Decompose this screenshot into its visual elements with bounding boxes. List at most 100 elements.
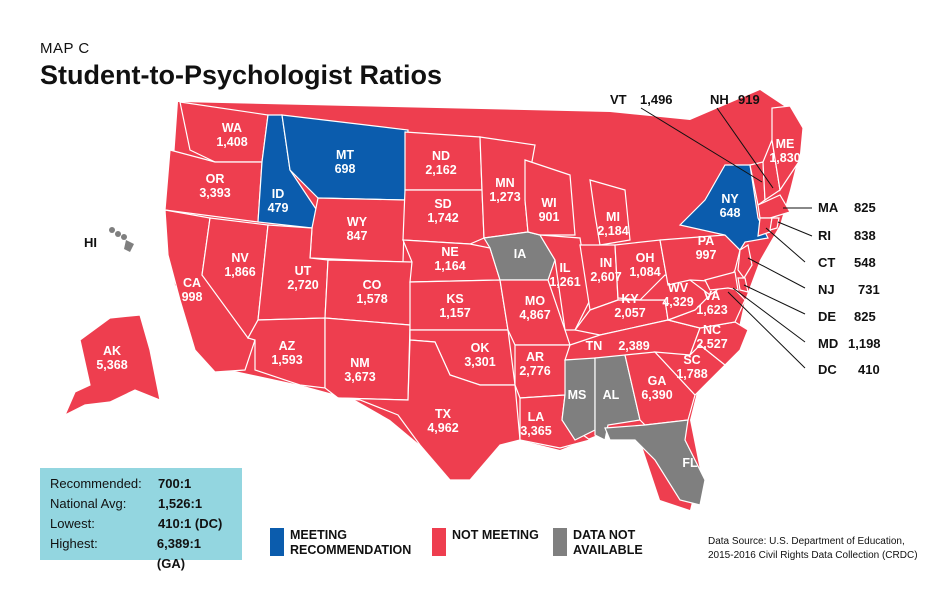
state-fl[interactable] xyxy=(604,419,706,506)
label-me: ME 1,830 xyxy=(769,137,800,165)
callout-vt-name: VT xyxy=(610,92,627,107)
label-sc: SC 1,788 xyxy=(676,353,707,381)
state-tx[interactable] xyxy=(337,339,521,481)
label-hi: HI xyxy=(84,235,97,250)
label-mn: MN 1,273 xyxy=(489,176,520,204)
stats-box: Recommended: 700:1 National Avg: 1,526:1… xyxy=(40,468,242,571)
legend-label-meeting: MEETING RECOMMENDATION xyxy=(290,528,412,557)
callout-md-value: 1,198 xyxy=(848,336,881,351)
label-la: LA 3,365 xyxy=(520,410,551,438)
callout-dc-value: 410 xyxy=(858,362,880,377)
callout-md-name: MD xyxy=(818,336,838,351)
stats-value: 1,526:1 xyxy=(158,496,203,511)
stats-label: Highest: xyxy=(50,536,98,551)
callout-lines xyxy=(640,107,813,369)
state-hi[interactable] xyxy=(109,227,134,252)
state-mi[interactable] xyxy=(589,179,631,246)
label-fl: FL xyxy=(682,456,698,470)
label-ny: NY 648 xyxy=(720,192,741,220)
label-co: CO 1,578 xyxy=(356,278,387,306)
callout-vt-value: 1,496 xyxy=(640,92,673,107)
callout-nj-name: NJ xyxy=(818,282,835,297)
legend-label-not-meeting: NOT MEETING xyxy=(452,528,539,542)
state-ri[interactable] xyxy=(769,217,780,231)
label-oh: OH 1,084 xyxy=(629,251,660,279)
map-kicker: MAP C xyxy=(40,40,90,57)
label-nd: ND 2,162 xyxy=(425,149,456,177)
label-ia: IA xyxy=(514,247,527,261)
callout-de-name: DE xyxy=(818,309,836,324)
label-ca: CA 998 xyxy=(182,276,203,304)
state-de[interactable] xyxy=(737,277,749,293)
label-nm: NM 3,673 xyxy=(344,356,375,384)
label-tn-name: TN xyxy=(586,339,603,353)
callout-nh-value: 919 xyxy=(738,92,760,107)
callout-labels: VT 1,496 NH 919 MA 825 RI 838 CT 548 NJ … xyxy=(610,92,881,377)
label-or: OR 3,393 xyxy=(199,172,230,200)
label-al: AL xyxy=(603,388,620,402)
state-ak[interactable] xyxy=(63,314,161,417)
callout-ct-value: 548 xyxy=(854,255,876,270)
legend-not-available: DATA NOT AVAILABLE xyxy=(553,528,663,558)
label-il: IL 1,261 xyxy=(549,261,580,289)
legend-not-meeting: NOT MEETING xyxy=(432,528,552,556)
label-tx: TX 4,962 xyxy=(427,407,458,435)
stats-row-lowest: Lowest: 410:1 (DC) xyxy=(50,514,232,534)
label-ak: AK 5,368 xyxy=(96,344,127,372)
label-ne: NE 1,164 xyxy=(434,245,465,273)
stats-row-recommended: Recommended: 700:1 xyxy=(50,474,232,494)
label-ut: UT 2,720 xyxy=(287,264,318,292)
label-va: VA 1,623 xyxy=(696,289,727,317)
legend-swatch-meeting xyxy=(270,528,284,556)
label-nc: NC 2,527 xyxy=(696,323,727,351)
stats-value: 700:1 xyxy=(158,476,192,491)
callout-de-value: 825 xyxy=(854,309,876,324)
label-wi: WI 901 xyxy=(539,196,560,224)
stats-label: Lowest: xyxy=(50,516,95,531)
stats-label: National Avg: xyxy=(50,496,127,511)
legend-meeting: MEETING RECOMMENDATION xyxy=(270,528,412,558)
label-pa: PA 997 xyxy=(696,234,717,262)
callout-ma-name: MA xyxy=(818,200,839,215)
label-ga: GA 6,390 xyxy=(641,374,672,402)
source-line-2: 2015-2016 Civil Rights Data Collection (… xyxy=(708,550,918,561)
state-me[interactable] xyxy=(771,105,804,192)
label-mi: MI 2,184 xyxy=(597,210,628,238)
label-wy: WY 847 xyxy=(347,215,368,243)
callout-dc-name: DC xyxy=(818,362,837,377)
label-tn-value: 2,389 xyxy=(618,339,649,353)
label-ks: KS 1,157 xyxy=(439,292,470,320)
source-line-1: Data Source: U.S. Department of Educatio… xyxy=(708,536,905,547)
callout-nj-value: 731 xyxy=(858,282,880,297)
callout-ct-name: CT xyxy=(818,255,835,270)
legend-label-not-available: DATA NOT AVAILABLE xyxy=(573,528,643,557)
label-nv: NV 1,866 xyxy=(224,251,255,279)
label-id: ID 479 xyxy=(268,187,289,215)
label-ms: MS xyxy=(568,388,587,402)
label-mt: MT 698 xyxy=(335,148,356,176)
state-md[interactable] xyxy=(704,271,739,291)
label-ky: KY 2,057 xyxy=(614,292,645,320)
state-nj[interactable] xyxy=(737,244,753,280)
map-title: Student-to-Psychologist Ratios xyxy=(40,60,443,90)
stats-value: 410:1 (DC) xyxy=(158,516,223,531)
state-sd[interactable] xyxy=(402,189,485,245)
callout-ri-name: RI xyxy=(818,228,831,243)
legend-swatch-not-meeting xyxy=(432,528,446,556)
label-wa: WA 1,408 xyxy=(216,121,247,149)
label-ok: OK 3,301 xyxy=(464,341,495,369)
label-mo: MO 4,867 xyxy=(519,294,550,322)
stats-row-highest: Highest: 6,389:1 (GA) xyxy=(50,534,232,574)
label-az: AZ 1,593 xyxy=(271,339,302,367)
data-source: Data Source: U.S. Department of Educatio… xyxy=(708,535,938,563)
legend-swatch-not-available xyxy=(553,528,567,556)
state-ma[interactable] xyxy=(757,194,791,219)
stats-row-national-avg: National Avg: 1,526:1 xyxy=(50,494,232,514)
stats-value: 6,389:1 (GA) xyxy=(156,536,201,571)
label-ar: AR 2,776 xyxy=(519,350,550,378)
label-wv: WV 4,329 xyxy=(662,281,693,309)
callout-nh-name: NH xyxy=(710,92,729,107)
state-wy[interactable] xyxy=(309,197,406,263)
label-in: IN 2,607 xyxy=(590,256,621,284)
